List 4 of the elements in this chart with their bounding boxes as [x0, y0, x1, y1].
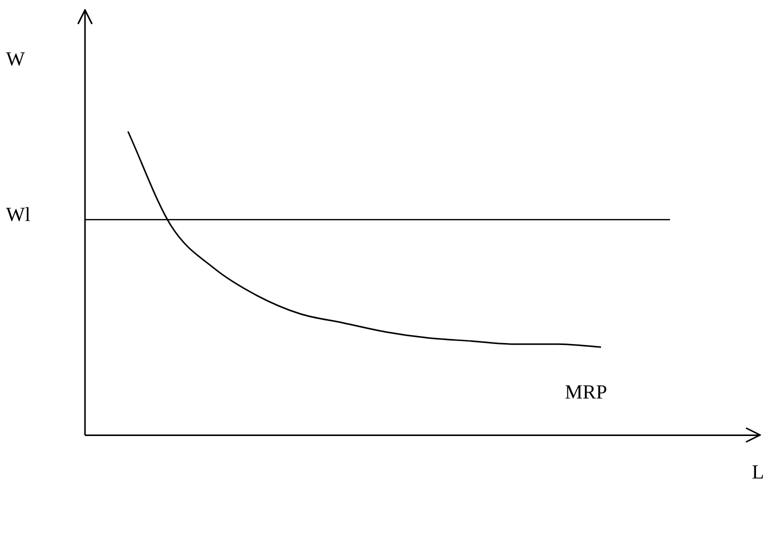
ref-line-label: Wl [6, 204, 31, 226]
y-axis-title: W [6, 48, 25, 70]
x-axis-title: L [752, 462, 764, 484]
series-label: MRP [564, 381, 608, 404]
